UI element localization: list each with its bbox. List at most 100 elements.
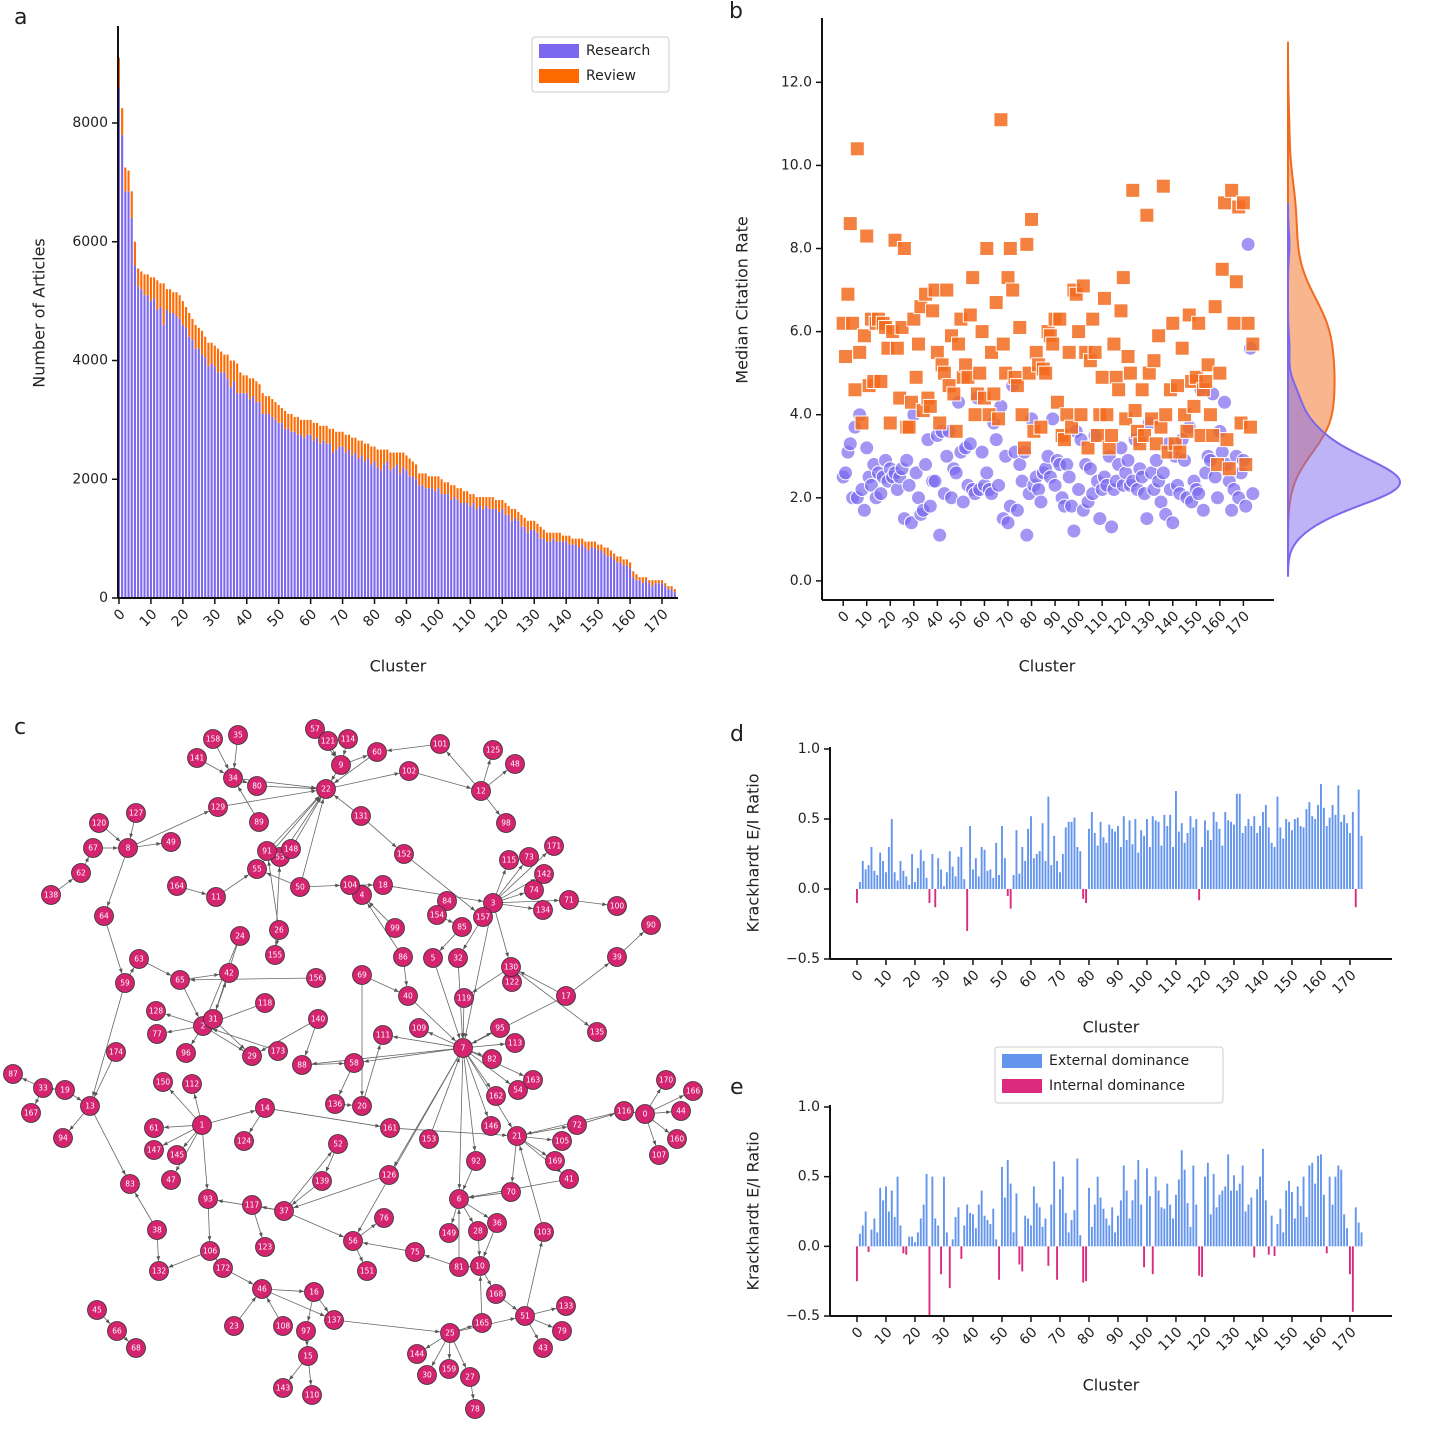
- edge: [501, 892, 525, 901]
- node: [274, 1201, 294, 1221]
- x-tick-label: 170: [641, 606, 671, 636]
- point: [1191, 315, 1207, 331]
- edge: [425, 1337, 443, 1349]
- bar-segment: [268, 396, 271, 414]
- bar: [1198, 889, 1201, 901]
- bar-segment: [306, 419, 309, 435]
- bar: [1357, 1222, 1360, 1247]
- node-label: 34: [228, 774, 238, 783]
- bar-segment: [207, 366, 210, 598]
- point: [1217, 394, 1233, 410]
- edge: [391, 886, 484, 903]
- x-tick-label: 40: [959, 1324, 983, 1348]
- point: [1134, 382, 1150, 398]
- bar: [1250, 826, 1253, 889]
- point: [842, 436, 858, 452]
- x-tick-label: 50: [988, 1324, 1012, 1348]
- bar: [969, 1212, 972, 1247]
- panel-label: e: [730, 1075, 744, 1100]
- node-label: 29: [247, 1052, 257, 1061]
- bar: [1241, 833, 1244, 889]
- bar: [1105, 1218, 1108, 1247]
- edge: [585, 1113, 615, 1123]
- point: [939, 282, 955, 298]
- node: [94, 906, 114, 926]
- node: [71, 863, 91, 883]
- bar: [1067, 821, 1070, 889]
- node-label: 10: [475, 1262, 485, 1271]
- y-tick-label: 12.0: [781, 74, 812, 90]
- node-label: 64: [99, 912, 109, 921]
- x-tick-label: 50: [947, 608, 971, 632]
- node: [107, 1321, 127, 1341]
- node-label: 127: [129, 809, 144, 818]
- node-label: 75: [410, 1248, 420, 1257]
- node-label: 57: [310, 725, 320, 734]
- node: [265, 945, 285, 965]
- edge: [510, 1144, 517, 1183]
- edge: [102, 1316, 111, 1325]
- edge: [386, 744, 432, 753]
- bar: [1175, 1194, 1177, 1247]
- bar-segment: [303, 437, 306, 598]
- bar-segment: [593, 541, 596, 548]
- bar: [1270, 842, 1273, 889]
- node: [556, 1296, 576, 1316]
- bar: [1003, 858, 1006, 889]
- edge: [525, 1136, 553, 1142]
- edge: [156, 1238, 161, 1262]
- bar: [1061, 854, 1064, 889]
- bar-segment: [629, 568, 632, 598]
- edge: [165, 1013, 195, 1024]
- point: [979, 465, 995, 481]
- node-label: 53: [275, 853, 285, 862]
- bar-segment: [622, 565, 625, 598]
- edge: [183, 987, 199, 1018]
- bar: [899, 861, 902, 889]
- node-label: 156: [309, 974, 324, 983]
- node-label: 4: [360, 891, 365, 900]
- bar: [870, 1229, 873, 1247]
- node-label: 62: [76, 869, 86, 878]
- bar: [1212, 1173, 1215, 1247]
- node-label: 133: [559, 1302, 574, 1311]
- edge: [307, 1300, 313, 1322]
- edge: [169, 1089, 197, 1119]
- bar-segment: [549, 541, 552, 598]
- bar: [1140, 830, 1143, 889]
- bar: [1325, 826, 1328, 889]
- x-tick-label: 110: [1082, 608, 1112, 638]
- x-axis-label: Cluster: [1019, 657, 1076, 676]
- bar-segment: [670, 589, 673, 598]
- node-label: 65: [175, 976, 185, 985]
- node: [379, 1165, 399, 1185]
- bar: [1001, 1166, 1003, 1247]
- bar: [1305, 809, 1308, 889]
- bar: [1291, 830, 1293, 889]
- edge: [93, 1113, 126, 1176]
- node: [641, 915, 661, 935]
- x-tick-label: 100: [1126, 1324, 1156, 1354]
- bar-segment: [565, 535, 568, 542]
- bar-segment: [638, 580, 641, 598]
- bar: [1360, 1232, 1363, 1247]
- x-tick-label: 80: [1075, 1324, 1099, 1348]
- edge: [431, 1057, 460, 1131]
- bar: [922, 1204, 925, 1247]
- bar-segment: [178, 318, 181, 598]
- bar: [1227, 1154, 1230, 1247]
- y-axis-label: Krackhardt E/I Ratio: [744, 773, 763, 932]
- bar: [1082, 1246, 1085, 1283]
- bar: [1009, 889, 1012, 909]
- edge: [318, 1299, 329, 1313]
- y-tick-label: 1.0: [798, 741, 820, 757]
- node-label: 136: [328, 1100, 343, 1109]
- bar-segment: [354, 437, 357, 453]
- node-label: 153: [422, 1135, 437, 1144]
- bar-segment: [322, 440, 325, 598]
- point: [948, 423, 964, 439]
- bar: [951, 866, 954, 889]
- bar-segment: [245, 393, 248, 598]
- bar: [1241, 1165, 1244, 1247]
- node-label: 43: [538, 1344, 548, 1353]
